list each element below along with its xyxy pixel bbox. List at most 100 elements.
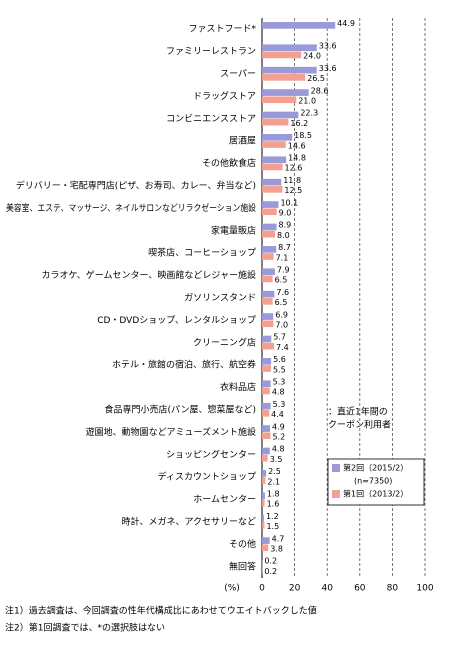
value-label: 28.6 [311, 86, 329, 95]
value-label: 1.5 [266, 522, 279, 531]
value-label: 26.5 [307, 74, 325, 83]
y-tick-label: ガソリンスタンド [184, 293, 256, 304]
value-label: 14.8 [288, 154, 306, 163]
value-label: 8.9 [279, 221, 292, 230]
y-tick-label: ドラッグストア [193, 90, 256, 102]
footnote: 注2）第1回調査では、*の選択肢はない [5, 622, 165, 634]
legend-label: 第1回（2013/2） [343, 489, 408, 499]
value-label: 24.0 [303, 52, 321, 61]
bar [262, 432, 271, 440]
y-tick-label: 美容室、エステ、マッサージ、ネイルサロンなどリラクゼーション施設 [6, 202, 256, 214]
value-label: 4.7 [272, 534, 285, 543]
bar [262, 253, 274, 260]
value-label: 5.2 [272, 432, 285, 441]
value-label: 2.1 [267, 477, 280, 486]
value-label: 6.5 [275, 298, 288, 307]
legend-box [327, 458, 425, 506]
value-label: 21.0 [298, 96, 316, 105]
value-label: 1.6 [267, 500, 280, 509]
bar [262, 178, 282, 186]
bar [262, 380, 271, 388]
y-tick-label: デリバリー・宅配専門店(ピザ、お寿司、カレー、弁当など) [16, 180, 256, 192]
y-tick-label: ホームセンター [193, 494, 256, 505]
bar [262, 230, 276, 238]
value-label: 3.8 [270, 544, 283, 553]
legend-swatch [332, 464, 340, 472]
bar [262, 44, 317, 52]
value-label: 11.8 [283, 176, 301, 185]
y-tick-label: CD・DVDショップ、レンタルショップ [97, 315, 256, 326]
value-label: 10.1 [280, 198, 298, 207]
value-label: 5.3 [273, 378, 286, 387]
value-label: 4.9 [272, 422, 285, 431]
bar [262, 410, 270, 417]
y-tick-label: その他飲食店 [202, 157, 256, 169]
y-tick-label: 遊園地、動物園などアミューズメント施設 [86, 426, 256, 438]
y-tick-label: コンビニエンスストア [166, 113, 256, 124]
legend-label: 第2回（2015/2） [343, 463, 408, 473]
value-label: 5.7 [273, 333, 286, 342]
y-tick-label: カラオケ、ゲームセンター、映画館などレジャー施設 [42, 269, 256, 281]
y-tick-label: その他 [229, 538, 256, 550]
footnote: 注1）過去調査は、今回調査の性年代構成比にあわせてウエイトバックした値 [5, 605, 317, 617]
y-tick-label: 喫茶店、コーヒーショップ [148, 247, 256, 259]
value-label: 7.6 [276, 288, 289, 297]
value-label: 8.7 [278, 243, 291, 252]
y-tick-label: 食品専門小売店(パン屋、惣菜屋など) [105, 404, 256, 416]
bar [262, 335, 272, 343]
bar [262, 51, 302, 59]
value-label: 6.9 [275, 310, 288, 319]
value-label: 8.0 [277, 231, 290, 240]
bar [262, 208, 277, 216]
x-tick-label: 40 [321, 584, 333, 594]
bar [262, 342, 275, 350]
value-label: 1.2 [266, 512, 279, 521]
y-tick-label: 無回答 [229, 560, 256, 572]
bar [262, 313, 274, 320]
value-label: 5.6 [273, 355, 286, 364]
value-label: 33.6 [319, 42, 337, 51]
bar [262, 246, 277, 253]
bar [262, 387, 270, 395]
value-label: 1.8 [267, 490, 280, 499]
bar [262, 223, 277, 231]
value-label: 4.4 [271, 410, 284, 419]
bar [262, 365, 271, 372]
y-tick-label: ファミリーレストラン [166, 46, 256, 57]
bar [262, 298, 273, 305]
value-label: 5.5 [273, 365, 286, 374]
legend-swatch [332, 490, 340, 498]
x-tick-label: 0 [259, 584, 265, 594]
x-tick-label: 100 [416, 584, 433, 594]
y-tick-label: ショッピングセンター [166, 448, 256, 460]
bar [262, 522, 265, 529]
value-label: 0.2 [264, 567, 277, 576]
bar [262, 163, 283, 171]
bar [262, 537, 270, 544]
value-label: 18.5 [294, 131, 312, 140]
bar [262, 118, 289, 126]
value-label: 7.0 [275, 320, 288, 329]
value-label: 44.9 [337, 19, 355, 28]
bar [262, 492, 265, 500]
bar [262, 66, 317, 74]
value-label: 7.4 [276, 343, 289, 352]
y-tick-label: ホテル・旅館の宿泊、旅行、航空券 [112, 359, 256, 371]
bar [262, 186, 283, 193]
value-label: 6.5 [275, 276, 288, 285]
x-tick-label: 80 [387, 584, 399, 594]
bar [262, 156, 287, 164]
bar [262, 275, 273, 283]
bar [262, 402, 271, 410]
x-tick-label: 60 [354, 584, 366, 594]
bar [262, 454, 268, 462]
value-label: 33.6 [319, 64, 337, 73]
bar [262, 358, 272, 365]
bar [262, 477, 266, 484]
value-label: 7.9 [277, 266, 290, 275]
value-label: 7.1 [276, 253, 289, 262]
y-tick-label: ディスカウントショップ [158, 471, 256, 483]
bar [262, 499, 265, 507]
value-label: 0.2 [264, 557, 277, 566]
